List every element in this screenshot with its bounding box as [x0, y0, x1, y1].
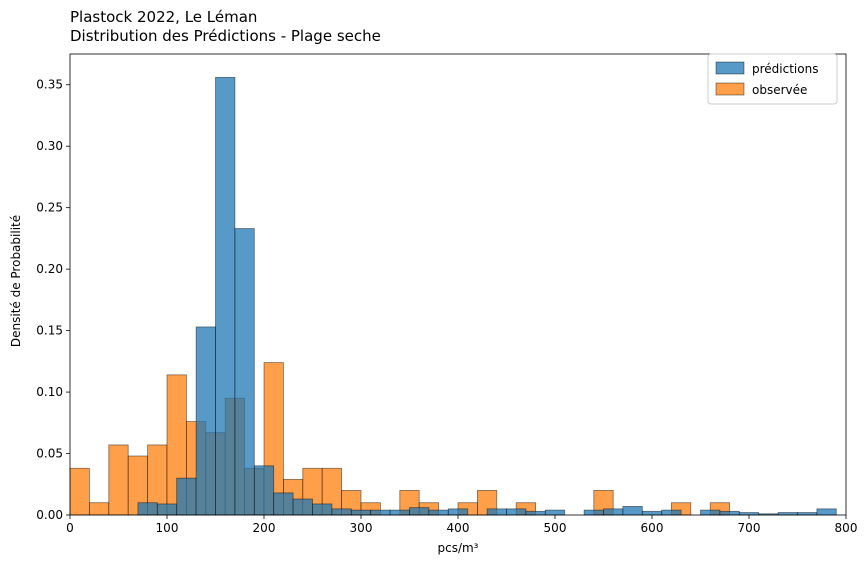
y-tick-label: 0.10 [36, 385, 63, 399]
predictions-bar [292, 498, 313, 516]
y-tick-label: 0.05 [36, 447, 63, 461]
plot-area [69, 53, 847, 516]
predictions-bar [409, 507, 430, 516]
y-axis-label: Densité de Probabilité [9, 215, 23, 347]
predictions-bar [544, 509, 566, 516]
legend: prédictions observée [707, 53, 838, 105]
predictions-bar [486, 508, 507, 516]
x-tick-label: 400 [447, 521, 470, 535]
observed-bar [69, 467, 90, 516]
predictions-bars [137, 76, 837, 516]
y-tick-label: 0.20 [36, 262, 63, 276]
predictions-bar [195, 326, 216, 516]
y-tick-label: 0.30 [36, 139, 63, 153]
observed-bar [108, 444, 129, 516]
predictions-bar [234, 228, 255, 516]
predictions-bar [350, 509, 372, 516]
predictions-bar [719, 510, 740, 516]
x-tick-label: 500 [544, 521, 567, 535]
predictions-bar [641, 510, 663, 516]
y-tick-label: 0.25 [36, 201, 63, 215]
predictions-bar [428, 509, 449, 516]
predictions-bar [389, 509, 410, 516]
predictions-bar [137, 502, 158, 516]
predictions-bar [156, 503, 178, 516]
x-tick-label: 700 [738, 521, 761, 535]
legend-swatch-observed [715, 82, 745, 96]
predictions-bar [603, 508, 624, 516]
predictions-bar [583, 509, 604, 516]
legend-label-predictions: prédictions [752, 62, 818, 76]
legend-swatch-predictions [715, 61, 745, 75]
observed-bars [69, 362, 731, 516]
x-tick-label: 300 [350, 521, 373, 535]
predictions-bar [215, 76, 236, 516]
predictions-bar [700, 509, 721, 516]
predictions-bar [370, 509, 391, 516]
x-tick-label: 0 [66, 521, 74, 535]
x-tick-label: 600 [641, 521, 664, 535]
predictions-bar [253, 465, 275, 516]
predictions-bar [273, 492, 294, 516]
predictions-bar [447, 508, 469, 516]
x-tick-label: 800 [835, 521, 858, 535]
predictions-bar [506, 508, 527, 516]
predictions-bar [331, 508, 352, 516]
predictions-bar [525, 510, 546, 516]
predictions-bar [312, 503, 333, 516]
predictions-bar [176, 477, 197, 516]
observed-bar [89, 502, 110, 516]
chart-title: Plastock 2022, Le Léman [70, 8, 257, 26]
x-tick-label: 100 [156, 521, 179, 535]
legend-label-observed: observée [752, 83, 807, 97]
predictions-bar [661, 509, 682, 516]
chart-subtitle: Distribution des Prédictions - Plage sec… [70, 27, 381, 45]
x-axis-label: pcs/m³ [437, 541, 478, 555]
x-tick-label: 200 [253, 521, 276, 535]
predictions-bar [816, 508, 837, 516]
y-axis: 0.00 0.05 0.10 0.15 0.20 0.25 0.30 0.35 [36, 78, 70, 522]
y-tick-label: 0.00 [36, 508, 63, 522]
predictions-bar [622, 505, 643, 516]
y-tick-label: 0.15 [36, 324, 63, 338]
x-axis: 0 100 200 300 400 500 600 700 800 [66, 515, 857, 535]
y-tick-label: 0.35 [36, 78, 63, 92]
